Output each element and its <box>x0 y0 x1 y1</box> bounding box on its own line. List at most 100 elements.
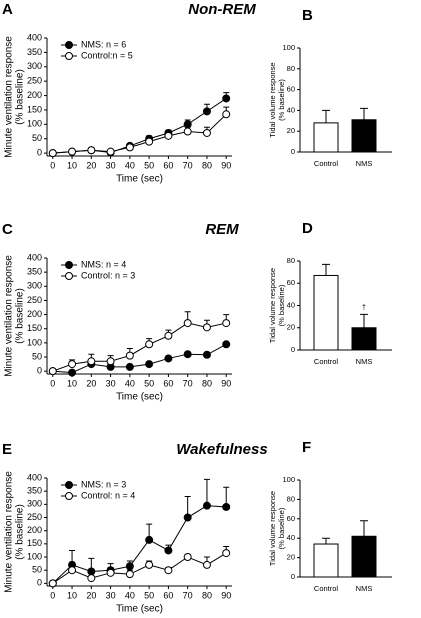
y-tick-label: 0 <box>291 572 295 581</box>
y-tick-label: 40 <box>287 105 295 114</box>
legend-marker <box>65 481 73 489</box>
error-bar <box>360 520 368 537</box>
y-tick-label: 60 <box>287 514 295 523</box>
legend-marker <box>65 41 73 49</box>
y-tick-label: 50 <box>32 133 42 143</box>
x-tick-label: 0 <box>50 160 55 170</box>
data-point <box>48 579 57 588</box>
error-bar <box>203 478 210 506</box>
series-line <box>52 343 227 374</box>
x-tick-label: Control <box>314 357 339 366</box>
data-point <box>48 149 57 158</box>
data-point <box>145 340 154 349</box>
data-point <box>222 110 231 119</box>
y-axis-label: Tidal volume response <box>268 491 277 566</box>
y-tick-label: 20 <box>287 126 295 135</box>
series-line <box>52 505 227 584</box>
data-point <box>87 574 96 583</box>
x-tick-label: 0 <box>50 378 55 388</box>
x-tick-label: NMS <box>356 357 373 366</box>
y-tick-label: 350 <box>27 47 42 57</box>
x-tick-label: 30 <box>106 160 116 170</box>
y-axis-label: (% baseline) <box>277 284 286 326</box>
y-tick-label: 100 <box>27 337 42 347</box>
x-tick-label: 20 <box>86 160 96 170</box>
data-point <box>48 367 57 376</box>
x-axis-label: Time (sec) <box>116 174 163 185</box>
data-point <box>106 568 115 577</box>
data-point <box>106 147 115 156</box>
panel-letter: C <box>2 221 13 238</box>
y-tick-label: 300 <box>27 61 42 71</box>
y-tick-label: 200 <box>27 525 42 535</box>
y-tick-label: 80 <box>287 494 295 503</box>
x-tick-label: 70 <box>183 590 193 600</box>
data-point <box>222 340 231 349</box>
x-tick-label: Control <box>314 159 339 168</box>
y-axis-label: (% baseline) <box>15 288 26 344</box>
y-axis-label: Tidal volume response <box>268 268 277 343</box>
y-tick-label: 300 <box>27 499 42 509</box>
x-tick-label: 80 <box>202 590 212 600</box>
x-tick-label: 20 <box>86 378 96 388</box>
x-tick-label: 50 <box>144 160 154 170</box>
panel-letter: F <box>302 439 311 456</box>
data-point <box>145 560 154 569</box>
x-tick-label: 50 <box>144 590 154 600</box>
y-tick-label: 0 <box>37 366 42 376</box>
x-tick-label: 90 <box>221 160 231 170</box>
y-tick-label: 60 <box>287 85 295 94</box>
panel-title: Wakefulness <box>176 441 267 458</box>
y-axis-label: (% baseline) <box>277 507 286 549</box>
x-tick-label: 0 <box>50 590 55 600</box>
bar <box>313 122 339 153</box>
y-axis-label: Minute ventilation response <box>4 471 15 593</box>
y-tick-label: 150 <box>27 104 42 114</box>
x-tick-label: 60 <box>163 590 173 600</box>
panel-letter: B <box>302 7 313 24</box>
y-axis-label: Tidal volume response <box>268 62 277 137</box>
panel-letter: D <box>302 220 313 237</box>
y-tick-label: 250 <box>27 512 42 522</box>
x-tick-label: 50 <box>144 378 154 388</box>
error-bar <box>360 107 368 120</box>
x-tick-label: 10 <box>67 160 77 170</box>
y-tick-label: 20 <box>287 553 295 562</box>
y-tick-label: 250 <box>27 76 42 86</box>
y-tick-label: 80 <box>287 256 295 265</box>
series-line <box>52 322 227 372</box>
y-tick-label: 400 <box>27 252 42 262</box>
panel-title: Non-REM <box>188 1 256 18</box>
x-tick-label: 10 <box>67 590 77 600</box>
x-tick-label: 60 <box>163 160 173 170</box>
x-tick-label: Control <box>314 584 339 593</box>
data-point <box>68 566 77 575</box>
error-bar <box>322 109 330 123</box>
data-point <box>87 357 96 366</box>
y-axis-label: Minute ventilation response <box>4 36 15 158</box>
x-axis-label: Time (sec) <box>116 392 163 403</box>
data-point <box>222 502 231 511</box>
data-point <box>202 501 211 510</box>
data-point <box>222 319 231 328</box>
series-line <box>52 113 227 154</box>
legend-marker <box>65 52 73 60</box>
legend-label: Control: n = 3 <box>81 270 135 280</box>
y-tick-label: 150 <box>27 538 42 548</box>
y-tick-label: 200 <box>27 90 42 100</box>
y-tick-label: 80 <box>287 64 295 73</box>
legend-marker <box>65 492 73 500</box>
data-point <box>125 562 134 571</box>
data-point <box>68 368 77 377</box>
x-tick-label: NMS <box>356 159 373 168</box>
y-tick-label: 20 <box>287 323 295 332</box>
x-tick-label: 40 <box>125 160 135 170</box>
panel-title: REM <box>205 221 239 238</box>
error-bar <box>322 537 330 545</box>
x-tick-label: 40 <box>125 378 135 388</box>
data-point <box>183 553 192 562</box>
y-tick-label: 60 <box>287 278 295 287</box>
legend-marker <box>65 261 73 269</box>
bar <box>351 119 377 153</box>
